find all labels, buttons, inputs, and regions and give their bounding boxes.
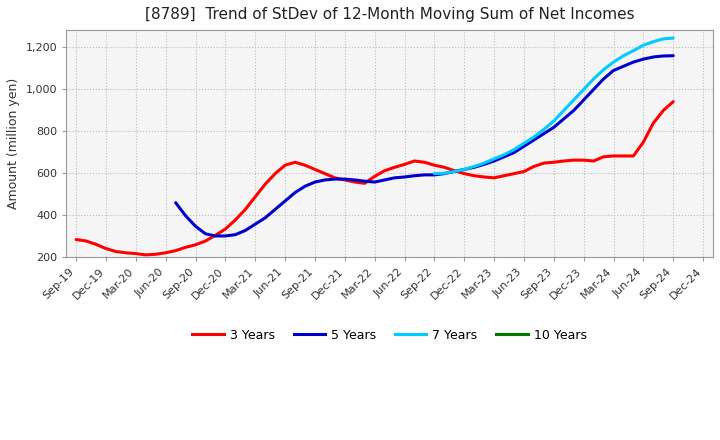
7 Years [460, 167, 469, 172]
7 Years [440, 171, 449, 176]
3 Years [221, 226, 230, 231]
7 Years [430, 171, 438, 176]
5 Years [211, 233, 220, 238]
Line: 3 Years: 3 Years [76, 102, 673, 255]
Title: [8789]  Trend of StDev of 12-Month Moving Sum of Net Incomes: [8789] Trend of StDev of 12-Month Moving… [145, 7, 634, 22]
Y-axis label: Amount (million yen): Amount (million yen) [7, 78, 20, 209]
5 Years [291, 190, 300, 195]
7 Years [659, 36, 667, 41]
7 Years [639, 43, 648, 48]
7 Years [530, 134, 539, 139]
3 Years [291, 160, 300, 165]
7 Years [629, 48, 638, 53]
7 Years [649, 39, 657, 44]
5 Years [171, 200, 180, 205]
7 Years [490, 156, 498, 161]
5 Years [539, 131, 548, 136]
5 Years [659, 53, 667, 59]
7 Years [559, 108, 568, 113]
7 Years [599, 67, 608, 72]
Line: 7 Years: 7 Years [434, 38, 673, 174]
7 Years [500, 152, 508, 158]
3 Years [201, 238, 210, 244]
3 Years [440, 165, 449, 170]
7 Years [589, 76, 598, 81]
5 Years [330, 176, 339, 182]
3 Years [599, 154, 608, 159]
5 Years [510, 150, 518, 155]
7 Years [520, 141, 528, 146]
7 Years [470, 164, 479, 169]
7 Years [619, 53, 628, 59]
7 Years [510, 147, 518, 152]
3 Years [72, 237, 81, 242]
7 Years [549, 118, 558, 124]
7 Years [669, 35, 678, 40]
5 Years [341, 176, 349, 182]
7 Years [450, 169, 459, 174]
7 Years [480, 161, 488, 166]
7 Years [570, 97, 578, 103]
3 Years [400, 162, 409, 167]
5 Years [669, 53, 678, 59]
7 Years [539, 127, 548, 132]
3 Years [141, 252, 150, 257]
Legend: 3 Years, 5 Years, 7 Years, 10 Years: 3 Years, 5 Years, 7 Years, 10 Years [187, 324, 592, 347]
Line: 5 Years: 5 Years [176, 56, 673, 236]
7 Years [580, 87, 588, 92]
7 Years [609, 59, 618, 65]
3 Years [669, 99, 678, 104]
